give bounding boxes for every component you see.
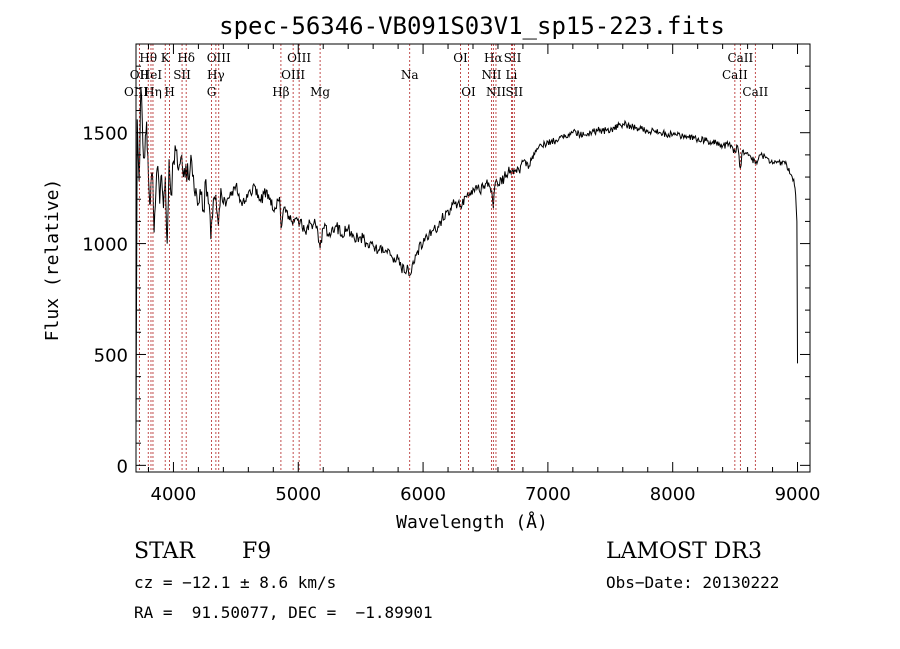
spectral-line-label: CaII — [727, 51, 753, 65]
spectral-line-label: OI — [461, 85, 476, 99]
object-subclass: F9 — [242, 539, 272, 564]
x-tick-label: 7000 — [525, 484, 571, 505]
redshift-velocity: cz = −12.1 ± 8.6 km/s — [134, 573, 337, 592]
x-tick-label: 5000 — [275, 484, 321, 505]
spectral-line-label: CaII — [722, 68, 748, 82]
x-tick-label: 8000 — [650, 484, 696, 505]
spectral-line-label: NII — [481, 68, 501, 82]
y-axis-label: Flux (relative) — [42, 179, 63, 342]
spectral-line-label: Hα — [484, 51, 503, 65]
spectral-line-label: Hθ — [139, 51, 157, 65]
spectral-line-label: SII — [505, 85, 523, 99]
spectral-line-label: K — [161, 51, 171, 65]
spectral-line-label: CaII — [742, 85, 768, 99]
spectral-line-label: G — [207, 85, 217, 99]
spectral-line-label: SII — [173, 68, 191, 82]
coordinates: RA = 91.50077, DEC = −1.89901 — [134, 603, 433, 622]
spectral-line-label: OIII — [287, 51, 311, 65]
spectrum-series-flux — [135, 88, 799, 433]
spectral-line-label: OIII — [207, 51, 231, 65]
x-tick-label: 6000 — [400, 484, 446, 505]
spectral-line-label: HeI — [140, 68, 163, 82]
observation-date: Obs−Date: 20130222 — [606, 573, 780, 592]
spectral-line-label: Li — [506, 68, 518, 82]
chart-title: spec-56346-VB091S03V1_sp15-223.fits — [219, 12, 725, 40]
x-tick-label: 9000 — [775, 484, 821, 505]
spectral-line-label: NII — [486, 85, 506, 99]
y-tick-label: 0 — [117, 456, 128, 477]
survey-name: LAMOST DR3 — [606, 539, 762, 564]
spectral-line-label: OIII — [281, 68, 305, 82]
y-tick-label: 1500 — [82, 124, 128, 145]
spectral-line-label: H — [164, 85, 174, 99]
spectral-line-label: Hη — [144, 85, 162, 99]
spectral-line-label: OI — [453, 51, 468, 65]
object-class: STAR — [134, 539, 195, 564]
plot-frame — [135, 43, 811, 473]
spectral-line-label: Na — [401, 68, 419, 82]
spectral-line-label: Hδ — [177, 51, 195, 65]
y-tick-label: 500 — [94, 345, 128, 366]
spectral-line-label: Mg — [310, 85, 330, 99]
spectral-line-label: Hβ — [272, 85, 289, 99]
x-axis-label: Wavelength (Å) — [396, 511, 548, 533]
spectral-line-label: SII — [504, 51, 522, 65]
x-tick-label: 4000 — [151, 484, 197, 505]
spectral-line-label: OII — [130, 68, 150, 82]
y-tick-label: 1000 — [82, 235, 128, 256]
spectral-line-label: Hγ — [207, 68, 225, 82]
